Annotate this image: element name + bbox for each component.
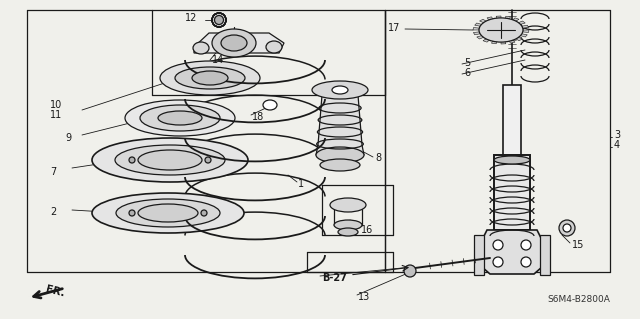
Ellipse shape	[92, 193, 244, 233]
Ellipse shape	[115, 145, 225, 175]
Circle shape	[212, 13, 226, 27]
Circle shape	[493, 257, 503, 267]
Ellipse shape	[138, 150, 202, 170]
Ellipse shape	[494, 156, 530, 164]
Text: B-27: B-27	[322, 273, 347, 283]
Text: 5: 5	[464, 58, 470, 68]
Polygon shape	[518, 21, 525, 25]
Text: FR.: FR.	[45, 284, 66, 298]
Circle shape	[129, 210, 135, 216]
Text: 17: 17	[388, 23, 401, 33]
Ellipse shape	[316, 147, 364, 163]
Text: 1: 1	[298, 179, 304, 189]
Ellipse shape	[479, 18, 523, 42]
Ellipse shape	[175, 67, 245, 89]
Polygon shape	[479, 19, 487, 23]
Text: 15: 15	[572, 240, 584, 250]
Text: 6: 6	[464, 68, 470, 78]
Ellipse shape	[334, 220, 362, 230]
Polygon shape	[482, 230, 542, 274]
Polygon shape	[475, 23, 482, 26]
Circle shape	[129, 157, 135, 163]
Ellipse shape	[263, 100, 277, 110]
Polygon shape	[483, 38, 490, 42]
Text: 10: 10	[50, 100, 62, 110]
Ellipse shape	[192, 71, 228, 85]
Ellipse shape	[160, 61, 260, 95]
Ellipse shape	[332, 86, 348, 94]
Text: 16: 16	[361, 225, 373, 235]
Text: 13: 13	[358, 292, 371, 302]
Ellipse shape	[193, 42, 209, 54]
Ellipse shape	[266, 41, 282, 53]
Circle shape	[521, 240, 531, 250]
Polygon shape	[194, 33, 284, 53]
Text: 2: 2	[50, 207, 56, 217]
Text: 8: 8	[375, 153, 381, 163]
Bar	[494, 155, 530, 230]
Circle shape	[201, 210, 207, 216]
Circle shape	[559, 220, 575, 236]
Circle shape	[521, 257, 531, 267]
Ellipse shape	[116, 199, 220, 227]
Ellipse shape	[312, 81, 368, 99]
Ellipse shape	[338, 228, 358, 236]
Bar	[503, 85, 521, 155]
Circle shape	[404, 265, 416, 277]
Text: 12: 12	[185, 13, 197, 23]
Polygon shape	[520, 34, 527, 37]
Circle shape	[214, 16, 223, 25]
Polygon shape	[474, 32, 481, 35]
Ellipse shape	[330, 198, 366, 212]
Text: 9: 9	[65, 133, 71, 143]
Polygon shape	[473, 27, 479, 30]
Polygon shape	[477, 35, 484, 39]
Text: 3: 3	[614, 130, 620, 140]
Circle shape	[563, 224, 571, 232]
Ellipse shape	[92, 138, 248, 182]
Polygon shape	[487, 17, 493, 20]
Polygon shape	[515, 37, 522, 41]
Bar	[540, 235, 550, 275]
Polygon shape	[509, 40, 515, 43]
Bar	[474, 235, 484, 275]
Text: 18: 18	[252, 112, 264, 122]
Polygon shape	[512, 18, 519, 22]
Text: 11: 11	[50, 110, 62, 120]
Ellipse shape	[320, 159, 360, 171]
Ellipse shape	[158, 111, 202, 125]
Polygon shape	[522, 25, 529, 28]
Ellipse shape	[138, 204, 198, 222]
Ellipse shape	[221, 35, 247, 51]
Text: S6M4-B2800A: S6M4-B2800A	[547, 295, 610, 305]
Ellipse shape	[125, 100, 235, 136]
Polygon shape	[505, 16, 511, 20]
Polygon shape	[496, 16, 501, 19]
Polygon shape	[523, 30, 529, 33]
Polygon shape	[492, 40, 497, 44]
Circle shape	[493, 240, 503, 250]
Text: 4: 4	[614, 140, 620, 150]
Ellipse shape	[212, 29, 256, 57]
Polygon shape	[316, 95, 364, 155]
Ellipse shape	[140, 105, 220, 131]
Text: 14: 14	[212, 55, 224, 65]
Circle shape	[205, 157, 211, 163]
Text: 7: 7	[50, 167, 56, 177]
Polygon shape	[501, 41, 506, 44]
